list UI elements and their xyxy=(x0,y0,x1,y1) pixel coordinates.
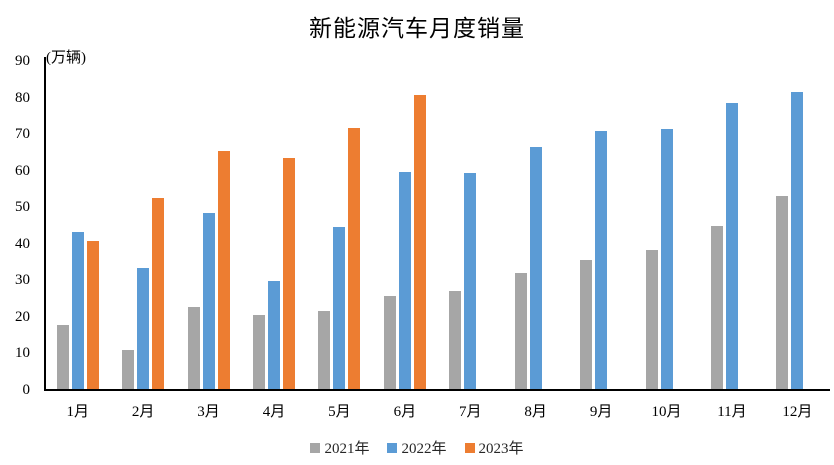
x-axis-tick-label-8月: 8月 xyxy=(524,404,547,420)
x-axis-tick-label-6月: 6月 xyxy=(393,404,417,420)
bar-2022年-5月 xyxy=(333,226,346,390)
bar-2021年-2月 xyxy=(122,349,135,390)
bar-2022年-10月 xyxy=(660,129,673,390)
bar-group-4月 xyxy=(241,61,306,390)
bar-2023年-6月 xyxy=(413,95,426,390)
legend-label: 2021年 xyxy=(324,441,370,457)
y-axis-tick-label: 70 xyxy=(15,126,30,143)
bar-2021年-5月 xyxy=(318,310,331,390)
plot-area xyxy=(45,61,830,390)
legend-color-swatch-icon xyxy=(310,442,321,453)
legend-item-2023年: 2023年 xyxy=(464,437,524,458)
bar-group-3月 xyxy=(176,61,241,390)
x-axis-tick-labels: 1月 2月 3月 4月 5月 6月 7月 8月 9月 10月 11月 12月 xyxy=(45,400,830,421)
y-axis-unit-label: (万辆) xyxy=(46,50,86,66)
chart-title: 新能源汽车月度销量 xyxy=(309,16,525,41)
bar-group-8月 xyxy=(503,61,568,390)
bar-2021年-4月 xyxy=(252,314,265,390)
x-axis-tick-label-2月: 2月 xyxy=(131,404,155,420)
legend-color-swatch-icon xyxy=(387,442,398,453)
bar-2021年-12月 xyxy=(776,195,789,390)
y-axis-tick-label: 80 xyxy=(15,89,30,106)
x-axis-tick-label-4月: 4月 xyxy=(262,404,286,420)
bar-2021年-11月 xyxy=(710,225,723,390)
bar-2022年-7月 xyxy=(464,173,477,390)
y-axis-tick-label: 30 xyxy=(15,272,30,289)
y-axis-line xyxy=(44,57,46,390)
bar-2021年-8月 xyxy=(514,272,527,390)
bar-group-5月 xyxy=(307,61,372,390)
bar-2022年-6月 xyxy=(398,172,411,390)
y-axis-tick-label: 90 xyxy=(15,53,30,69)
bar-2022年-9月 xyxy=(595,131,608,390)
bar-2021年-1月 xyxy=(56,324,69,390)
bar-2023年-4月 xyxy=(282,157,295,390)
y-axis-tick-label: 50 xyxy=(15,199,30,216)
bar-group-1月 xyxy=(45,61,110,390)
bar-group-11月 xyxy=(699,61,764,390)
bar-group-9月 xyxy=(568,61,633,390)
x-axis-tick-label-10月: 10月 xyxy=(651,404,682,420)
bar-2023年-1月 xyxy=(86,240,99,390)
x-axis-tick-label-12月: 12月 xyxy=(782,404,813,420)
bar-2021年-6月 xyxy=(383,296,396,390)
y-axis-tick-label: 20 xyxy=(15,308,30,325)
legend-color-swatch-icon xyxy=(464,442,475,453)
bar-group-12月 xyxy=(765,61,830,390)
bar-group-6月 xyxy=(372,61,437,390)
legend-item-2021年: 2021年 xyxy=(310,437,369,458)
bar-group-7月 xyxy=(438,61,503,390)
legend: 2021年 2022年 2023年 xyxy=(0,437,834,458)
legend-label: 2023年 xyxy=(478,441,524,457)
y-axis-tick-label: 60 xyxy=(15,162,30,179)
bar-2022年-3月 xyxy=(202,213,215,390)
x-axis-tick-label-7月: 7月 xyxy=(458,404,482,420)
bar-group-2月 xyxy=(110,61,175,390)
y-axis-tick-label: 10 xyxy=(15,345,30,362)
x-axis-tick-label-3月: 3月 xyxy=(197,404,220,420)
bar-2021年-7月 xyxy=(449,290,462,390)
y-axis-tick-label: 40 xyxy=(15,235,30,252)
bar-2022年-11月 xyxy=(725,102,738,390)
x-axis-tick-label-5月: 5月 xyxy=(328,404,351,420)
bar-group-10月 xyxy=(634,61,699,390)
x-axis-tick-label-11月: 11月 xyxy=(717,404,747,420)
legend-item-2022年: 2022年 xyxy=(387,437,447,458)
bar-2022年-1月 xyxy=(71,232,84,390)
bar-2022年-12月 xyxy=(791,92,804,390)
bar-2021年-10月 xyxy=(645,250,658,390)
y-axis-tick-label: 0 xyxy=(22,382,31,398)
legend-label: 2022年 xyxy=(401,441,447,457)
bar-2022年-2月 xyxy=(137,267,150,390)
bar-2023年-5月 xyxy=(348,127,361,390)
bar-2023年-3月 xyxy=(217,151,230,390)
bar-2023年-2月 xyxy=(152,198,165,390)
bar-2021年-3月 xyxy=(187,307,200,390)
bar-2022年-8月 xyxy=(529,146,542,390)
bar-2021年-9月 xyxy=(580,259,593,390)
x-axis-tick-label-1月: 1月 xyxy=(66,404,89,420)
x-axis-line xyxy=(44,389,830,391)
bar-2022年-4月 xyxy=(267,280,280,390)
x-axis-tick-label-9月: 9月 xyxy=(589,404,613,420)
